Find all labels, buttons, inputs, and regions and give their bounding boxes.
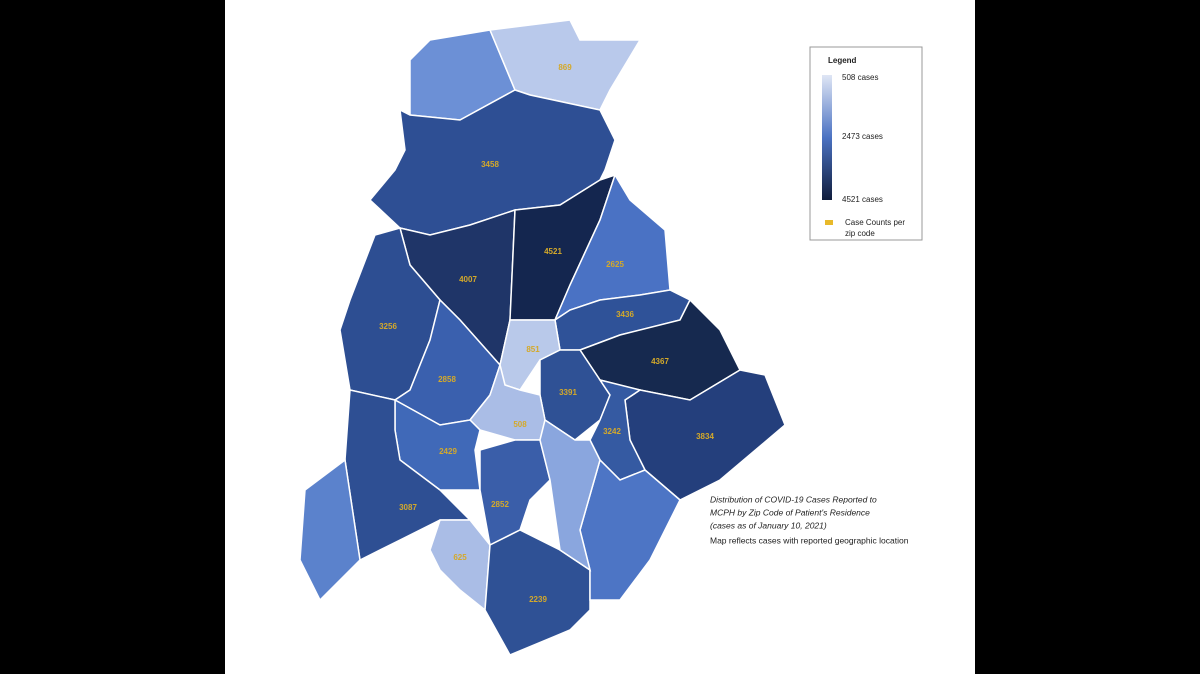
- legend-title: Legend: [828, 56, 857, 65]
- case-count: 2429: [439, 447, 457, 456]
- case-count: 3436: [616, 310, 634, 319]
- case-count: 2239: [529, 595, 547, 604]
- case-count: 3087: [399, 503, 417, 512]
- zip-region: [479, 439, 551, 547]
- caption-note: Map reflects cases with reported geograp…: [710, 535, 909, 545]
- case-count: 2852: [491, 500, 509, 509]
- case-count: 3458: [481, 160, 499, 169]
- legend-marker: [825, 220, 833, 225]
- legend-label: 508 cases: [842, 73, 878, 82]
- caption-line: Distribution of COVID-19 Cases Reported …: [710, 494, 877, 504]
- zip-region: [429, 519, 491, 612]
- caption-line: (cases as of January 10, 2021): [710, 520, 827, 530]
- case-count: 3256: [379, 322, 397, 331]
- legend-gradient: [822, 75, 832, 200]
- case-count: 3242: [603, 427, 621, 436]
- legend-label: 2473 cases: [842, 132, 883, 141]
- case-count: 4367: [651, 357, 669, 366]
- case-count: 869: [558, 63, 572, 72]
- map: 869 3458 4007 4521 2625 3436 4367 3834 3256 2858 8…: [299, 19, 786, 656]
- case-count: 625: [453, 553, 467, 562]
- case-count: 508: [513, 420, 527, 429]
- case-count: 851: [526, 345, 540, 354]
- legend-label: 4521 cases: [842, 195, 883, 204]
- case-count: 3834: [696, 432, 714, 441]
- case-count: 4521: [544, 247, 562, 256]
- zip-region: [299, 458, 361, 602]
- legend-marker-label: Case Counts per: [845, 218, 905, 227]
- legend-marker-label: zip code: [845, 229, 875, 238]
- zip-region: [539, 418, 601, 572]
- caption-line: MCPH by Zip Code of Patient's Residence: [710, 507, 870, 517]
- zip-region: [344, 389, 472, 562]
- case-count: 4007: [459, 275, 477, 284]
- case-count: 3391: [559, 388, 577, 397]
- case-count: 2858: [438, 375, 456, 384]
- zip-region: [484, 529, 591, 656]
- legend: Legend 508 cases 2473 cases 4521 cases C…: [809, 46, 923, 241]
- case-count: 2625: [606, 260, 624, 269]
- caption: Distribution of COVID-19 Cases Reported …: [710, 494, 909, 545]
